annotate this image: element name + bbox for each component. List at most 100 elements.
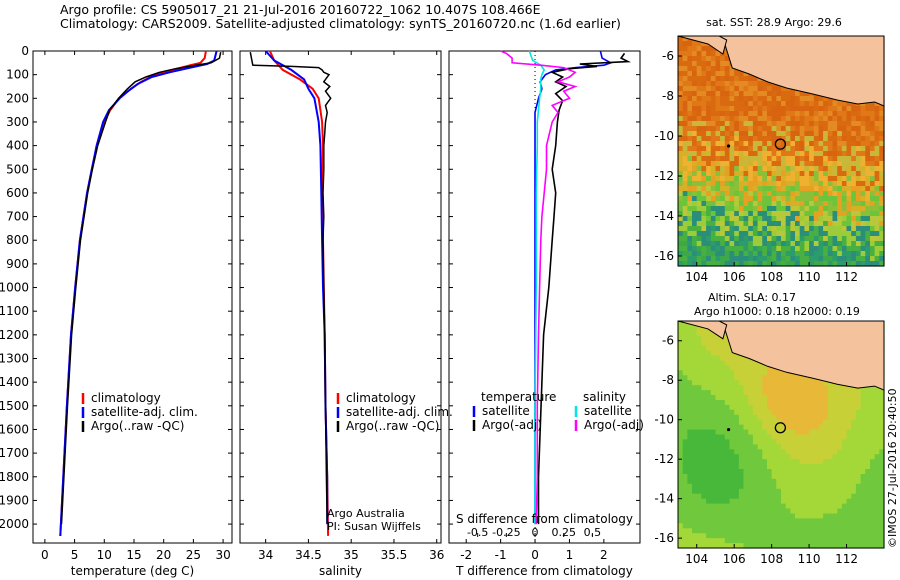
map-cell <box>701 439 707 445</box>
map-cell <box>781 493 787 500</box>
map-cell <box>687 390 693 396</box>
map-cell <box>799 141 805 147</box>
map-cell <box>720 71 726 77</box>
map-cell <box>832 538 838 544</box>
map-cell <box>841 439 848 445</box>
map-cell <box>851 206 857 212</box>
map-cell <box>837 385 843 391</box>
map-cell <box>757 101 763 107</box>
map-cell <box>827 136 834 142</box>
map-cell <box>696 211 702 217</box>
map-cell <box>855 454 862 460</box>
map-cell <box>743 449 749 455</box>
map-cell <box>841 533 848 539</box>
map-cell <box>799 488 805 495</box>
map-cell <box>678 538 684 544</box>
map-cell <box>879 161 885 167</box>
map-cell <box>879 211 885 217</box>
diff-line-3 <box>500 50 578 525</box>
map-cell <box>860 186 866 192</box>
map-cell <box>738 409 745 416</box>
map-cell <box>701 503 707 510</box>
map-cell <box>855 216 862 222</box>
map-cell <box>724 533 731 539</box>
map-cell <box>813 390 820 396</box>
map-cell <box>743 201 749 207</box>
map-cell <box>762 231 768 237</box>
map-cell <box>865 449 871 455</box>
map-cell <box>692 335 698 342</box>
map-cell <box>818 409 824 416</box>
map-cell <box>720 459 726 465</box>
map-cell <box>870 206 876 212</box>
map-cell <box>851 419 857 426</box>
map-cell <box>720 261 726 267</box>
map-cell <box>696 171 702 177</box>
map-cell <box>837 116 843 122</box>
map-cell <box>841 385 848 391</box>
map-cell <box>865 390 871 396</box>
map-cell <box>837 121 843 127</box>
map-cell <box>706 56 712 62</box>
map-cell <box>762 161 768 167</box>
map-cell <box>827 166 834 172</box>
map-cell <box>757 439 763 445</box>
map-cell <box>734 518 740 524</box>
map-cell <box>738 493 745 500</box>
map-cell <box>846 226 852 232</box>
map-cell <box>776 444 782 450</box>
map-cell <box>752 256 759 262</box>
map-cell <box>696 380 702 386</box>
map-cell <box>767 414 773 421</box>
map-cell <box>687 335 693 342</box>
map-cell <box>762 186 768 192</box>
map-cell <box>809 434 815 440</box>
map-cell <box>682 478 688 485</box>
map-cell <box>762 454 768 460</box>
map-cell <box>776 191 782 197</box>
map-cell <box>724 370 731 376</box>
map-cell <box>762 370 768 376</box>
map-cell <box>748 96 754 102</box>
map-cell <box>701 454 707 460</box>
map-cell <box>771 96 777 102</box>
map-cell <box>692 419 698 426</box>
map-cell <box>879 236 885 242</box>
map-cell <box>832 181 838 187</box>
map-cell <box>879 151 885 157</box>
map-cell <box>771 409 777 416</box>
map-cell <box>804 131 810 137</box>
map-cell <box>743 483 749 490</box>
map-cell <box>682 201 688 207</box>
map-cell <box>804 538 810 544</box>
map-cell <box>687 111 693 117</box>
map-cell <box>701 360 707 366</box>
map-cell <box>865 414 871 421</box>
map-cell <box>696 181 702 187</box>
map-cell <box>799 464 805 470</box>
map-cell <box>818 191 824 197</box>
map-cell <box>757 513 763 519</box>
map-cell <box>809 478 815 485</box>
map-cell <box>785 201 791 207</box>
map-cell <box>682 533 688 539</box>
map-cell <box>678 350 684 357</box>
map-cell <box>762 251 768 257</box>
map-cell <box>724 241 731 247</box>
depth-tick-label: 1100 <box>0 304 29 318</box>
map-y-tick-label: -14 <box>654 209 674 223</box>
map-cell <box>785 126 791 132</box>
map-cell <box>846 483 852 490</box>
map-cell <box>748 444 754 450</box>
map-y-tick-label: -14 <box>654 492 674 506</box>
map-cell <box>837 459 843 465</box>
map-cell <box>879 136 885 142</box>
map-cell <box>767 395 773 401</box>
map-cell <box>865 196 871 202</box>
map-cell <box>785 538 791 544</box>
map-cell <box>692 493 698 500</box>
map-cell <box>790 141 796 147</box>
map-cell <box>729 161 735 167</box>
map-cell <box>729 523 735 529</box>
map-cell <box>752 400 759 406</box>
